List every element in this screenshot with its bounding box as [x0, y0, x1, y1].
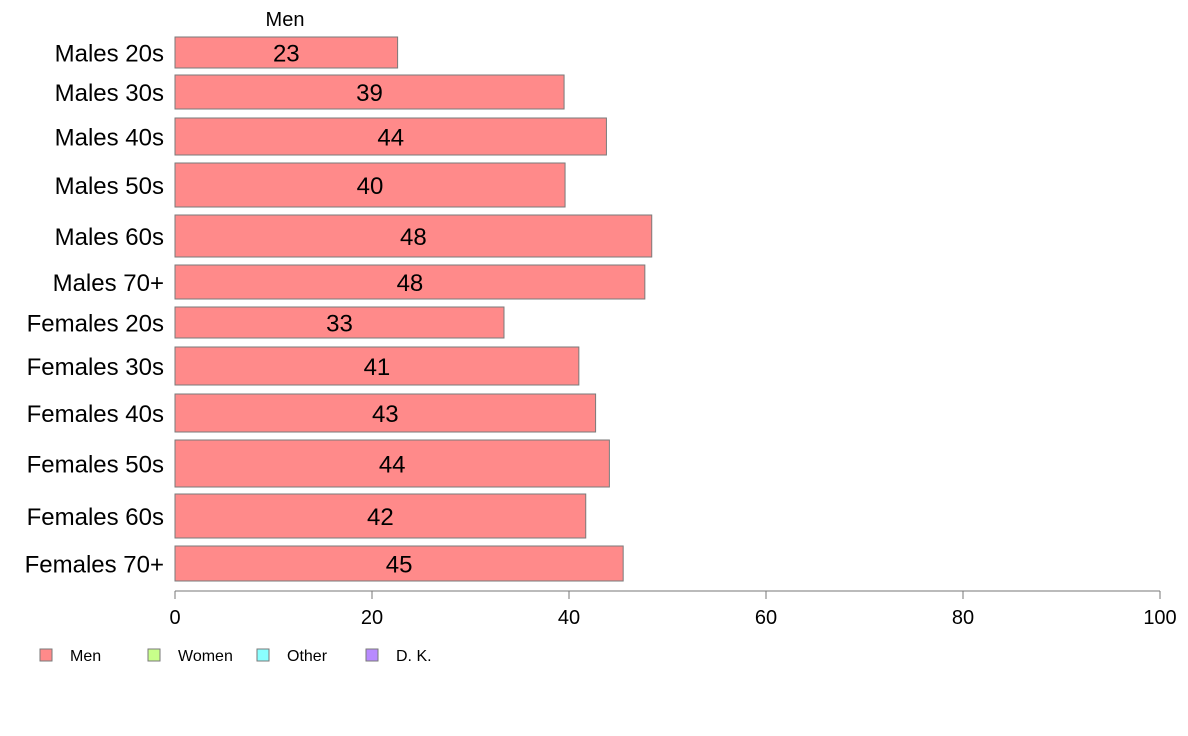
category-label: Males 20s — [55, 41, 164, 68]
legend-swatch — [365, 648, 379, 662]
data-label: 33 — [326, 311, 353, 338]
category-label: Females 70+ — [25, 552, 164, 579]
data-label: 41 — [364, 354, 391, 381]
bar — [174, 214, 653, 258]
x-axis: 0 20 40 60 80 100 — [169, 590, 1177, 629]
bars-group: Males 20s 23 Males 30s 39 Males 40s 44 Males 5… — [25, 36, 653, 582]
x-tick-label: 100 — [1143, 607, 1176, 629]
x-tick-label: 80 — [952, 607, 974, 629]
bar — [174, 439, 610, 488]
legend-swatch — [147, 648, 161, 662]
category-label: Males 30s — [55, 80, 164, 107]
data-label: 48 — [397, 270, 424, 297]
x-tick-label: 60 — [755, 607, 777, 629]
category-label: Females 20s — [27, 311, 164, 338]
bar — [174, 306, 505, 339]
category-label: Females 60s — [27, 504, 164, 531]
legend: Men Women Other D. K. — [39, 648, 432, 665]
bar — [174, 493, 587, 539]
bar — [174, 545, 624, 582]
x-tick-label: 0 — [169, 607, 180, 629]
bar — [174, 393, 597, 433]
category-label: Females 40s — [27, 401, 164, 428]
category-label: Males 60s — [55, 224, 164, 251]
data-label: 42 — [367, 504, 394, 531]
category-label: Males 50s — [55, 173, 164, 200]
category-label: Males 40s — [55, 125, 164, 152]
category-label: Females 50s — [27, 452, 164, 479]
legend-swatch — [39, 648, 53, 662]
legend-swatch — [256, 648, 270, 662]
data-label: 39 — [356, 80, 383, 107]
data-label: 23 — [273, 41, 300, 68]
bar — [174, 117, 607, 156]
bar — [174, 264, 646, 300]
category-label: Females 30s — [27, 354, 164, 381]
legend-label: Other — [287, 648, 328, 665]
category-label: Males 70+ — [53, 270, 164, 297]
legend-label: Men — [70, 648, 101, 665]
data-label: 40 — [357, 173, 384, 200]
bar — [174, 36, 399, 69]
bar — [174, 162, 566, 208]
legend-label: Women — [178, 648, 233, 665]
data-label: 44 — [377, 125, 404, 152]
data-label: 43 — [372, 401, 399, 428]
series-title: Men — [266, 9, 305, 31]
bar — [174, 74, 565, 110]
x-tick-label: 40 — [558, 607, 580, 629]
data-label: 48 — [400, 224, 427, 251]
legend-label: D. K. — [396, 648, 432, 665]
data-label: 45 — [386, 552, 413, 579]
x-tick-label: 20 — [361, 607, 383, 629]
bar — [174, 346, 580, 386]
data-label: 44 — [379, 452, 406, 479]
